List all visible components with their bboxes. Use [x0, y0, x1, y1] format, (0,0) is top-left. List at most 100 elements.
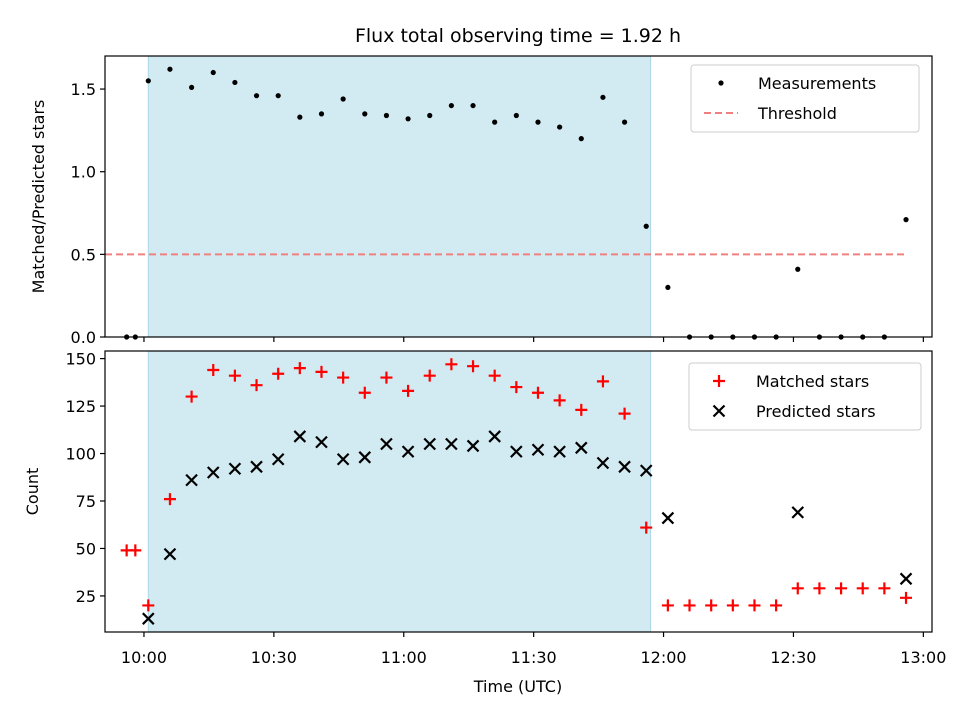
y-axis-label: Count — [23, 468, 42, 516]
matched-stars-point — [748, 599, 761, 612]
matched-stars-point — [640, 521, 653, 534]
predicted-stars-point — [639, 464, 653, 477]
legend-predicted-stars-swatch — [712, 404, 726, 418]
legend-label: Predicted stars — [756, 402, 876, 421]
matched-stars-point — [856, 582, 869, 595]
matched-stars-point — [575, 403, 588, 416]
x-tick-label: 12:00 — [640, 648, 686, 667]
y-tick-label: 25 — [76, 587, 96, 606]
measurement-point — [167, 66, 173, 72]
x-tick-label: 10:00 — [121, 648, 167, 667]
measurement-point — [492, 119, 498, 125]
y-tick-label: 0.5 — [71, 245, 96, 264]
matched-stars-point — [510, 381, 523, 394]
observing-interval-shade — [147, 55, 652, 338]
legend-label: Matched stars — [756, 372, 869, 391]
measurement-point — [362, 111, 368, 117]
measurement-point — [448, 102, 454, 109]
predicted-stars-point — [899, 572, 913, 586]
measurement-point — [643, 223, 649, 229]
matched-stars-point — [618, 407, 631, 420]
measurement-point — [405, 116, 411, 122]
matched-stars-point — [142, 599, 155, 612]
measurement-point — [557, 124, 563, 130]
predicted-stars-point — [185, 473, 198, 487]
y-axis-label: Matched/Predicted stars — [29, 100, 48, 294]
measurement-point — [795, 266, 801, 272]
measurement-point — [903, 217, 909, 223]
x-tick-label: 11:00 — [381, 648, 427, 667]
measurement-point — [275, 93, 281, 99]
matched-stars-point — [553, 394, 566, 407]
predicted-stars-point — [510, 445, 523, 458]
y-tick-label: 75 — [76, 492, 96, 511]
measurement-point — [578, 136, 584, 142]
predicted-stars-point — [531, 443, 545, 457]
x-axis-label: Time (UTC) — [473, 677, 562, 696]
predicted-stars-point — [445, 437, 458, 451]
matched-stars-point — [129, 544, 142, 557]
matched-stars-point — [402, 384, 415, 397]
measurement-point — [253, 93, 260, 99]
matched-stars-point — [835, 582, 848, 595]
predicted-stars-point — [206, 466, 220, 479]
matched-stars-point — [467, 360, 480, 373]
matched-stars-point — [878, 582, 891, 595]
predicted-stars-point — [401, 445, 415, 458]
measurement-point — [383, 112, 390, 119]
measurement-point — [427, 112, 433, 119]
matched-stars-point — [791, 582, 804, 595]
predicted-stars-point — [380, 437, 393, 451]
legend-label: Threshold — [757, 104, 837, 123]
measurement-point — [621, 119, 628, 125]
matched-stars-point — [293, 362, 306, 375]
y-tick-label: 125 — [65, 397, 96, 416]
predicted-stars-point — [315, 435, 328, 449]
matched-stars-point — [770, 599, 783, 612]
legend-box — [690, 64, 920, 133]
matched-stars-point — [423, 369, 436, 382]
matched-stars-point — [726, 599, 739, 612]
predicted-stars-point — [250, 460, 263, 474]
measurement-point — [470, 102, 476, 109]
measurement-point — [600, 94, 606, 100]
matched-stars-point — [315, 365, 328, 378]
predicted-stars-point — [791, 506, 805, 519]
matched-stars-point — [705, 599, 718, 612]
top-panel: 0.0 0.5 1.0 1.5 Matched/Predicted stars Measu… — [29, 55, 933, 347]
bottom-panel: 25 50 75 100 125 150 10:00 10:30 11:00 11:30 12:00… — [23, 350, 946, 667]
measurement-point — [535, 119, 541, 125]
predicted-stars-point — [423, 437, 437, 451]
matched-stars-point — [380, 371, 393, 384]
matched-stars-point — [358, 386, 371, 399]
measurement-point — [665, 284, 671, 291]
matched-stars-point — [272, 367, 285, 380]
matched-stars-point — [900, 591, 913, 604]
y-tick-label: 100 — [65, 445, 96, 464]
measurement-point — [318, 111, 325, 117]
y-tick-label: 1.0 — [71, 163, 96, 182]
chart-title: Flux total observing time = 1.92 h — [355, 25, 681, 47]
matched-stars-point — [596, 375, 609, 388]
matched-stars-point — [488, 369, 501, 382]
legend-box — [688, 362, 922, 431]
predicted-stars-point — [661, 511, 675, 525]
predicted-stars-point — [271, 452, 285, 466]
legend: Measurements Threshold — [690, 64, 920, 133]
matched-stars-point — [337, 371, 350, 384]
matched-stars-point — [185, 390, 198, 403]
legend: Matched stars Predicted stars — [688, 362, 922, 431]
predicted-stars-point — [596, 456, 610, 470]
x-tick-label: 11:30 — [511, 648, 557, 667]
matched-stars-point — [207, 363, 220, 376]
plot-frame — [104, 55, 933, 338]
measurement-point — [297, 114, 303, 120]
observing-interval-shade — [147, 350, 652, 633]
predicted-stars-point — [228, 462, 242, 475]
measurement-point — [188, 84, 195, 91]
legend-measurements-swatch — [718, 80, 724, 86]
predicted-stars-point — [293, 430, 307, 443]
y-tick-label: 0.0 — [71, 328, 96, 347]
predicted-stars-point — [575, 441, 588, 455]
